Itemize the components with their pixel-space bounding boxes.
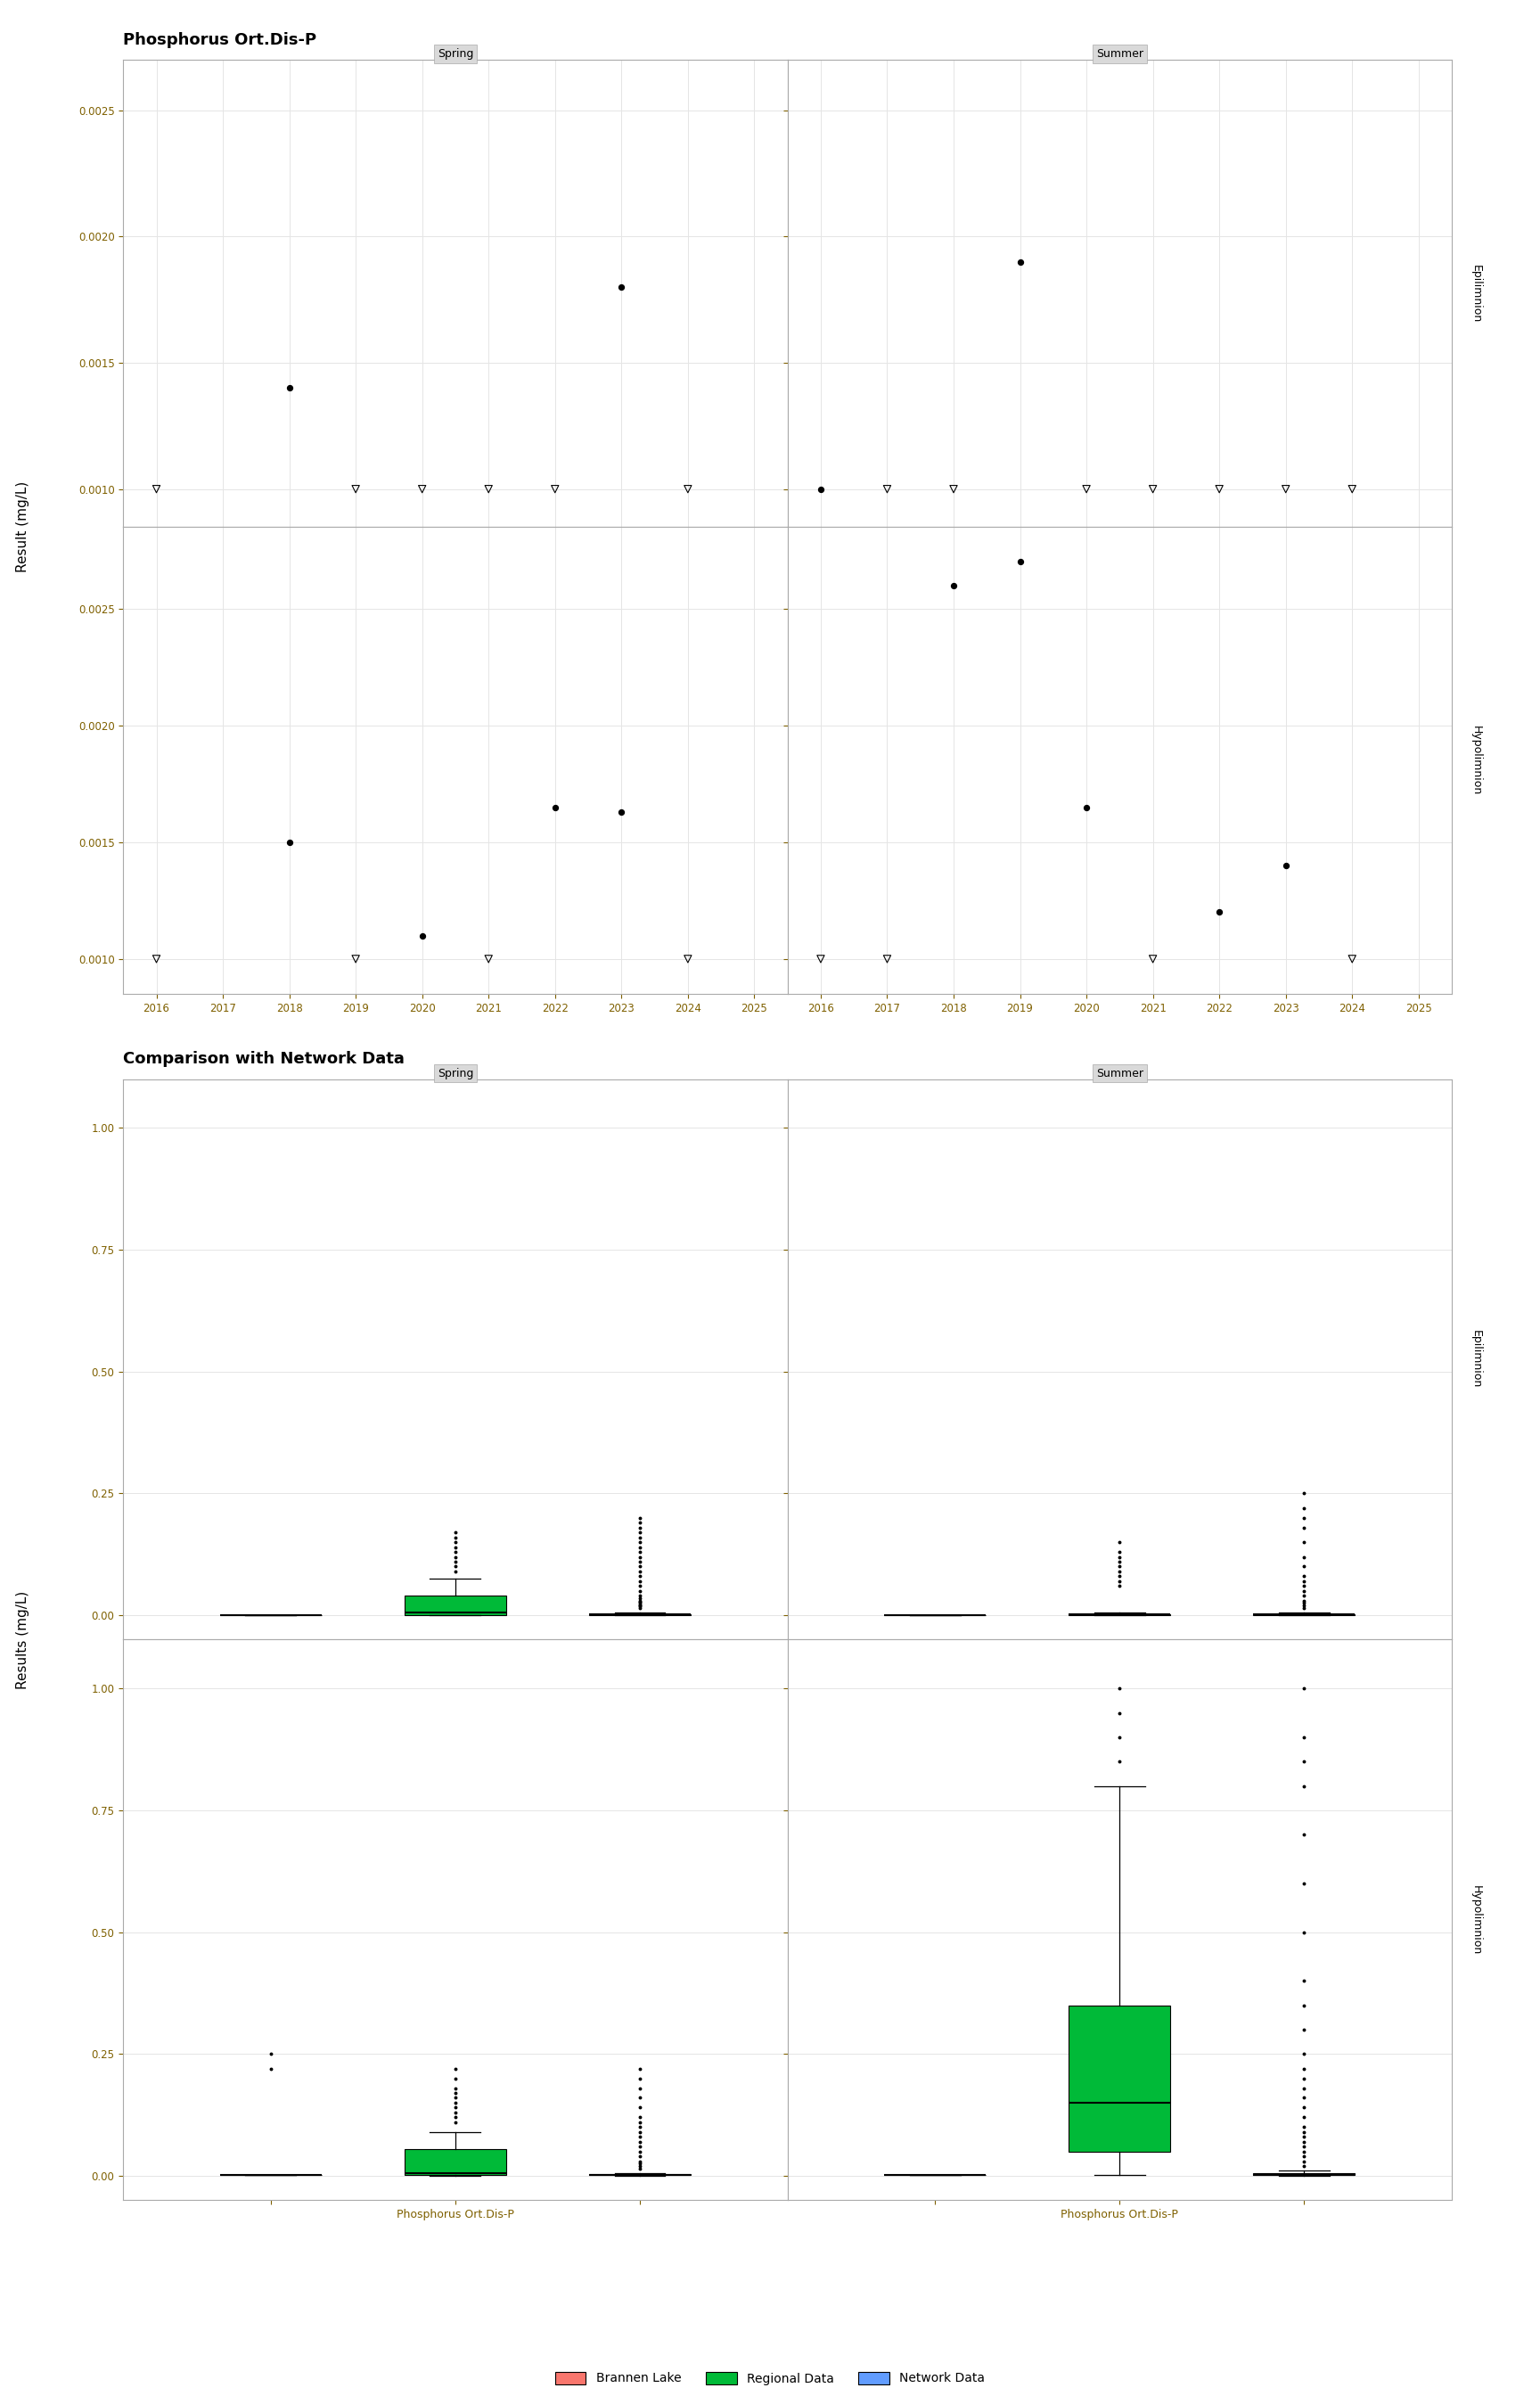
Text: Hypolimnion: Hypolimnion — [1471, 1886, 1483, 1955]
Point — [610, 793, 634, 831]
Point — [277, 824, 302, 863]
Point — [343, 939, 368, 978]
Title: Summer: Summer — [1096, 48, 1143, 60]
Point — [1340, 470, 1364, 508]
Point — [542, 470, 567, 508]
Point — [676, 470, 701, 508]
Point — [1141, 939, 1166, 978]
Text: Result (mg/L): Result (mg/L) — [17, 482, 29, 573]
Title: Summer: Summer — [1096, 1069, 1143, 1078]
Point — [343, 470, 368, 508]
Point — [542, 788, 567, 827]
Point — [410, 470, 434, 508]
Text: Phosphorus Ort.Dis-P: Phosphorus Ort.Dis-P — [123, 31, 317, 48]
Point — [808, 470, 833, 508]
Text: Epilimnion: Epilimnion — [1471, 1330, 1483, 1390]
Point — [808, 939, 833, 978]
Point — [145, 470, 169, 508]
PathPatch shape — [1069, 2005, 1170, 2152]
Point — [1073, 470, 1098, 508]
Point — [1340, 939, 1364, 978]
Text: Results (mg/L): Results (mg/L) — [17, 1591, 29, 1689]
PathPatch shape — [405, 1596, 507, 1615]
Point — [1007, 242, 1032, 280]
Point — [476, 939, 501, 978]
Point — [277, 369, 302, 407]
Point — [1207, 894, 1232, 932]
Point — [941, 470, 966, 508]
PathPatch shape — [405, 2149, 507, 2176]
Point — [875, 939, 899, 978]
Title: Spring: Spring — [437, 1069, 473, 1078]
Point — [1007, 544, 1032, 582]
Point — [1073, 788, 1098, 827]
Point — [1274, 470, 1298, 508]
Legend: Brannen Lake, Regional Data, Network Data: Brannen Lake, Regional Data, Network Dat… — [550, 2367, 990, 2389]
Point — [676, 939, 701, 978]
Text: Hypolimnion: Hypolimnion — [1471, 726, 1483, 795]
Point — [145, 939, 169, 978]
Point — [476, 470, 501, 508]
Text: Epilimnion: Epilimnion — [1471, 264, 1483, 323]
Point — [410, 915, 434, 954]
Point — [1141, 470, 1166, 508]
Point — [941, 565, 966, 604]
Point — [610, 268, 634, 307]
Text: Comparison with Network Data: Comparison with Network Data — [123, 1052, 405, 1066]
Point — [875, 470, 899, 508]
Point — [1207, 470, 1232, 508]
Point — [1274, 846, 1298, 884]
Title: Spring: Spring — [437, 48, 473, 60]
